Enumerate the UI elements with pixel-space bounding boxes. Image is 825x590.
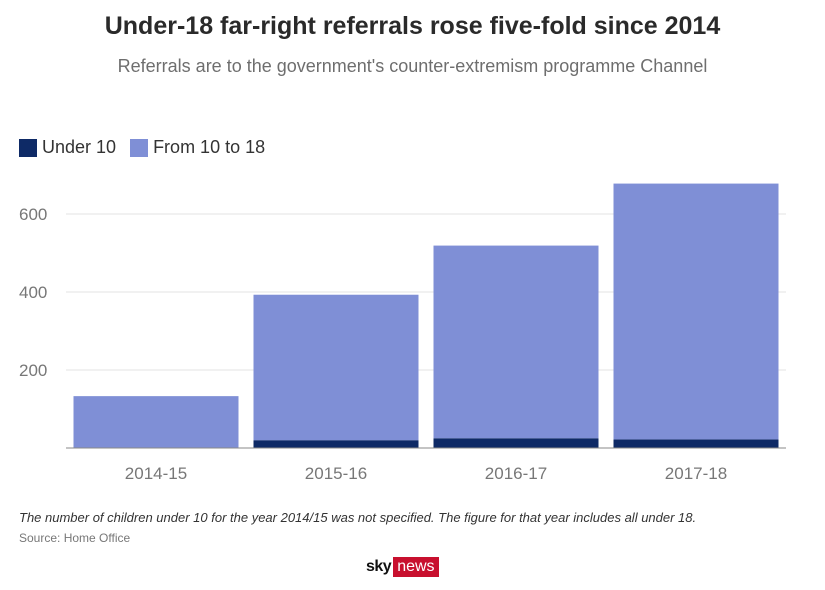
y-tick-label: 400 bbox=[19, 283, 47, 302]
bar-under-10 bbox=[613, 439, 779, 448]
source-note: Source: Home Office bbox=[19, 531, 131, 545]
bar-from-10-to-18 bbox=[613, 183, 779, 440]
bar-from-10-to-18 bbox=[433, 245, 599, 439]
x-tick-label: 2017-18 bbox=[665, 464, 727, 483]
sky-news-logo: sky news bbox=[366, 557, 439, 577]
footnote: The number of children under 10 for the … bbox=[19, 510, 697, 525]
legend-item-from-10-to-18: From 10 to 18 bbox=[130, 137, 265, 158]
y-tick-label: 600 bbox=[19, 205, 47, 224]
logo-sky-text: sky bbox=[366, 558, 392, 575]
legend-swatch-under-10 bbox=[19, 138, 37, 157]
legend-swatch-from-10-to-18 bbox=[130, 138, 149, 157]
x-tick-label: 2016-17 bbox=[485, 464, 547, 483]
y-tick-label: 200 bbox=[19, 361, 47, 380]
bar-from-10-to-18 bbox=[73, 396, 239, 448]
bar-from-10-to-18 bbox=[253, 294, 419, 441]
bar-under-10 bbox=[253, 440, 419, 448]
legend-item-under-10: Under 10 bbox=[19, 137, 116, 158]
chart-subtitle: Referrals are to the government's counte… bbox=[117, 56, 708, 76]
legend: Under 10 From 10 to 18 bbox=[19, 137, 279, 158]
x-tick-label: 2014-15 bbox=[125, 464, 187, 483]
logo-news-text: news bbox=[393, 557, 439, 577]
x-tick-label: 2015-16 bbox=[305, 464, 367, 483]
legend-label-under-10: Under 10 bbox=[42, 137, 117, 157]
chart-title: Under-18 far-right referrals rose five-f… bbox=[104, 12, 721, 40]
legend-label-from-10-to-18: From 10 to 18 bbox=[153, 137, 266, 157]
bar-under-10 bbox=[433, 438, 599, 448]
